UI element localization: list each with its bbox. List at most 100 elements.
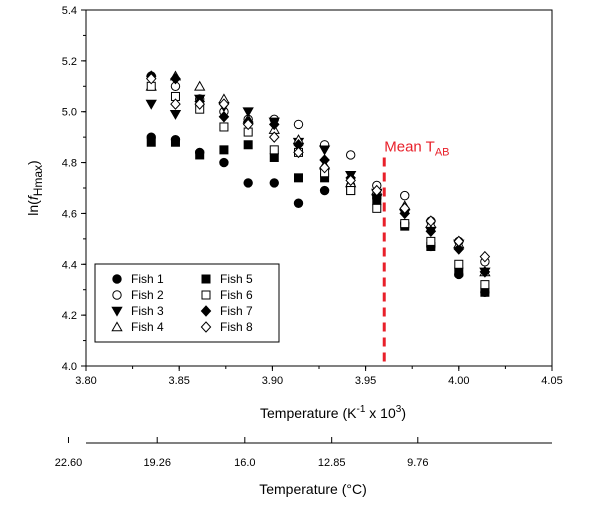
x-tick-label: 3.85 bbox=[168, 375, 189, 387]
y-axis-title-prefix: ln( bbox=[25, 200, 41, 216]
secondary-axis-title: Temperature (°C) bbox=[259, 481, 367, 497]
data-point-fish-1 bbox=[269, 178, 279, 188]
data-point-fish-2 bbox=[293, 119, 304, 130]
data-point-fish-1 bbox=[219, 157, 229, 168]
data-point-fish-5 bbox=[195, 150, 205, 160]
data-point-fish-1 bbox=[319, 185, 330, 196]
legend-label-fish-2: Fish 2 bbox=[131, 288, 164, 302]
data-point-fish-1 bbox=[293, 198, 304, 208]
data-point-fish-6 bbox=[454, 259, 464, 269]
mean-tab-label-sub: AB bbox=[435, 146, 450, 158]
data-point-fish-8 bbox=[194, 98, 205, 110]
y-axis-title-suffix: ) bbox=[25, 160, 41, 165]
x-axis-title-sup2: 3 bbox=[396, 404, 402, 415]
y-axis-title-italic: f bbox=[25, 194, 41, 200]
legend: Fish 1 Fish 2 Fish 3 Fish 4 Fish 5 Fish 6 Fish… bbox=[111, 272, 253, 334]
data-point-fish-5 bbox=[170, 137, 180, 147]
y-tick-label: 5.0 bbox=[62, 107, 77, 119]
data-point-fish-6 bbox=[346, 186, 356, 196]
legend-marker-fish-3 bbox=[111, 306, 123, 317]
legend-label-fish-3: Fish 3 bbox=[131, 304, 164, 318]
data-point-fish-8 bbox=[170, 98, 181, 110]
legend-marker-fish-8 bbox=[200, 321, 212, 333]
x-tick-label: 3.95 bbox=[355, 375, 376, 387]
legend-marker-fish-1 bbox=[112, 274, 122, 284]
legend-label-fish-5: Fish 5 bbox=[220, 272, 253, 286]
data-point-fish-5 bbox=[269, 152, 279, 162]
data-point-fish-8 bbox=[371, 184, 383, 197]
y-tick-label: 4.0 bbox=[62, 361, 77, 373]
legend-label-fish-4: Fish 4 bbox=[131, 320, 164, 334]
x-tick-label: 4.00 bbox=[448, 375, 469, 387]
data-point-fish-7 bbox=[268, 118, 280, 131]
data-point-fish-7 bbox=[425, 225, 437, 237]
data-point-fish-5 bbox=[293, 173, 303, 183]
data-point-fish-5 bbox=[480, 287, 490, 297]
legend-label-fish-6: Fish 6 bbox=[220, 288, 253, 302]
data-point-fish-6 bbox=[480, 280, 490, 290]
x-tick-label: 3.80 bbox=[75, 375, 96, 387]
data-point-fish-8 bbox=[293, 146, 304, 159]
y-tick-label: 5.2 bbox=[62, 56, 77, 68]
data-point-fish-6 bbox=[400, 219, 410, 229]
data-point-fish-7 bbox=[218, 111, 230, 123]
data-point-fish-8 bbox=[242, 118, 254, 131]
y-tick-label: 5.4 bbox=[62, 5, 77, 17]
secondary-tick-label: 16.0 bbox=[234, 457, 255, 469]
data-point-fish-6 bbox=[269, 145, 279, 155]
data-point-fish-8 bbox=[453, 235, 465, 248]
legend-marker-fish-5 bbox=[201, 274, 211, 284]
data-point-fish-8 bbox=[425, 215, 437, 227]
data-point-fish-6 bbox=[372, 203, 382, 213]
x-tick-label: 3.90 bbox=[262, 375, 283, 387]
data-point-fish-7 bbox=[479, 266, 491, 278]
secondary-tick-label: 9.76 bbox=[407, 457, 428, 469]
x-axis-title-end: ) bbox=[401, 405, 406, 421]
legend-box bbox=[94, 263, 280, 343]
data-point-fish-8 bbox=[479, 250, 491, 263]
y-tick-label: 4.8 bbox=[62, 158, 77, 170]
data-point-fish-8 bbox=[218, 98, 230, 110]
secondary-tick-label: 12.85 bbox=[318, 457, 346, 469]
legend-marker-fish-7 bbox=[200, 305, 212, 317]
data-point-fish-3 bbox=[242, 107, 254, 118]
data-point-fish-8 bbox=[399, 202, 411, 215]
data-point-fish-8 bbox=[268, 131, 280, 143]
data-point-fish-1 bbox=[243, 178, 253, 188]
x-axis-title: Temperature (K-1 x 103) bbox=[260, 404, 406, 421]
mean-tab-label: Mean TAB bbox=[384, 138, 449, 158]
mean-tab-label-main: Mean T bbox=[384, 138, 435, 155]
data-point-fish-7 bbox=[453, 243, 465, 255]
x-axis-title-main: Temperature (K bbox=[260, 405, 357, 421]
legend-label-fish-8: Fish 8 bbox=[220, 320, 253, 334]
data-point-fish-2 bbox=[345, 150, 356, 160]
secondary-tick-label: 19.26 bbox=[143, 457, 171, 469]
data-points bbox=[145, 70, 491, 297]
legend-label-fish-7: Fish 7 bbox=[220, 304, 253, 318]
x-tick-label: 4.05 bbox=[541, 375, 562, 387]
data-point-fish-5 bbox=[146, 137, 156, 147]
x-axis-title-mid: x 10 bbox=[365, 405, 396, 421]
data-point-fish-4 bbox=[194, 80, 206, 91]
data-point-fish-6 bbox=[426, 236, 436, 246]
data-point-fish-3 bbox=[145, 99, 157, 110]
y-tick-label: 4.6 bbox=[62, 208, 77, 220]
y-tick-label: 4.2 bbox=[62, 310, 77, 322]
data-point-fish-8 bbox=[145, 72, 157, 85]
y-axis-title: ln(fHmax) bbox=[25, 160, 45, 215]
x-axis-title-sup: -1 bbox=[356, 404, 365, 415]
data-point-fish-8 bbox=[319, 161, 330, 174]
data-point-fish-2 bbox=[400, 190, 410, 201]
x-axis: 3.80 3.85 3.90 3.95 4.00 4.05 bbox=[75, 366, 563, 387]
y-axis: 4.0 4.2 4.4 4.6 4.8 5.0 5.2 5.4 bbox=[62, 5, 86, 373]
data-point-fish-6 bbox=[219, 122, 229, 132]
legend-marker-fish-4 bbox=[111, 321, 123, 332]
data-point-fish-3 bbox=[318, 145, 331, 156]
y-axis-title-sub: Hmax bbox=[31, 165, 45, 196]
data-point-fish-7 bbox=[170, 72, 181, 85]
data-point-fish-8 bbox=[345, 174, 356, 187]
data-point-fish-3 bbox=[169, 109, 182, 120]
data-point-fish-5 bbox=[243, 140, 253, 150]
secondary-tick-label: 22.60 bbox=[55, 457, 83, 469]
